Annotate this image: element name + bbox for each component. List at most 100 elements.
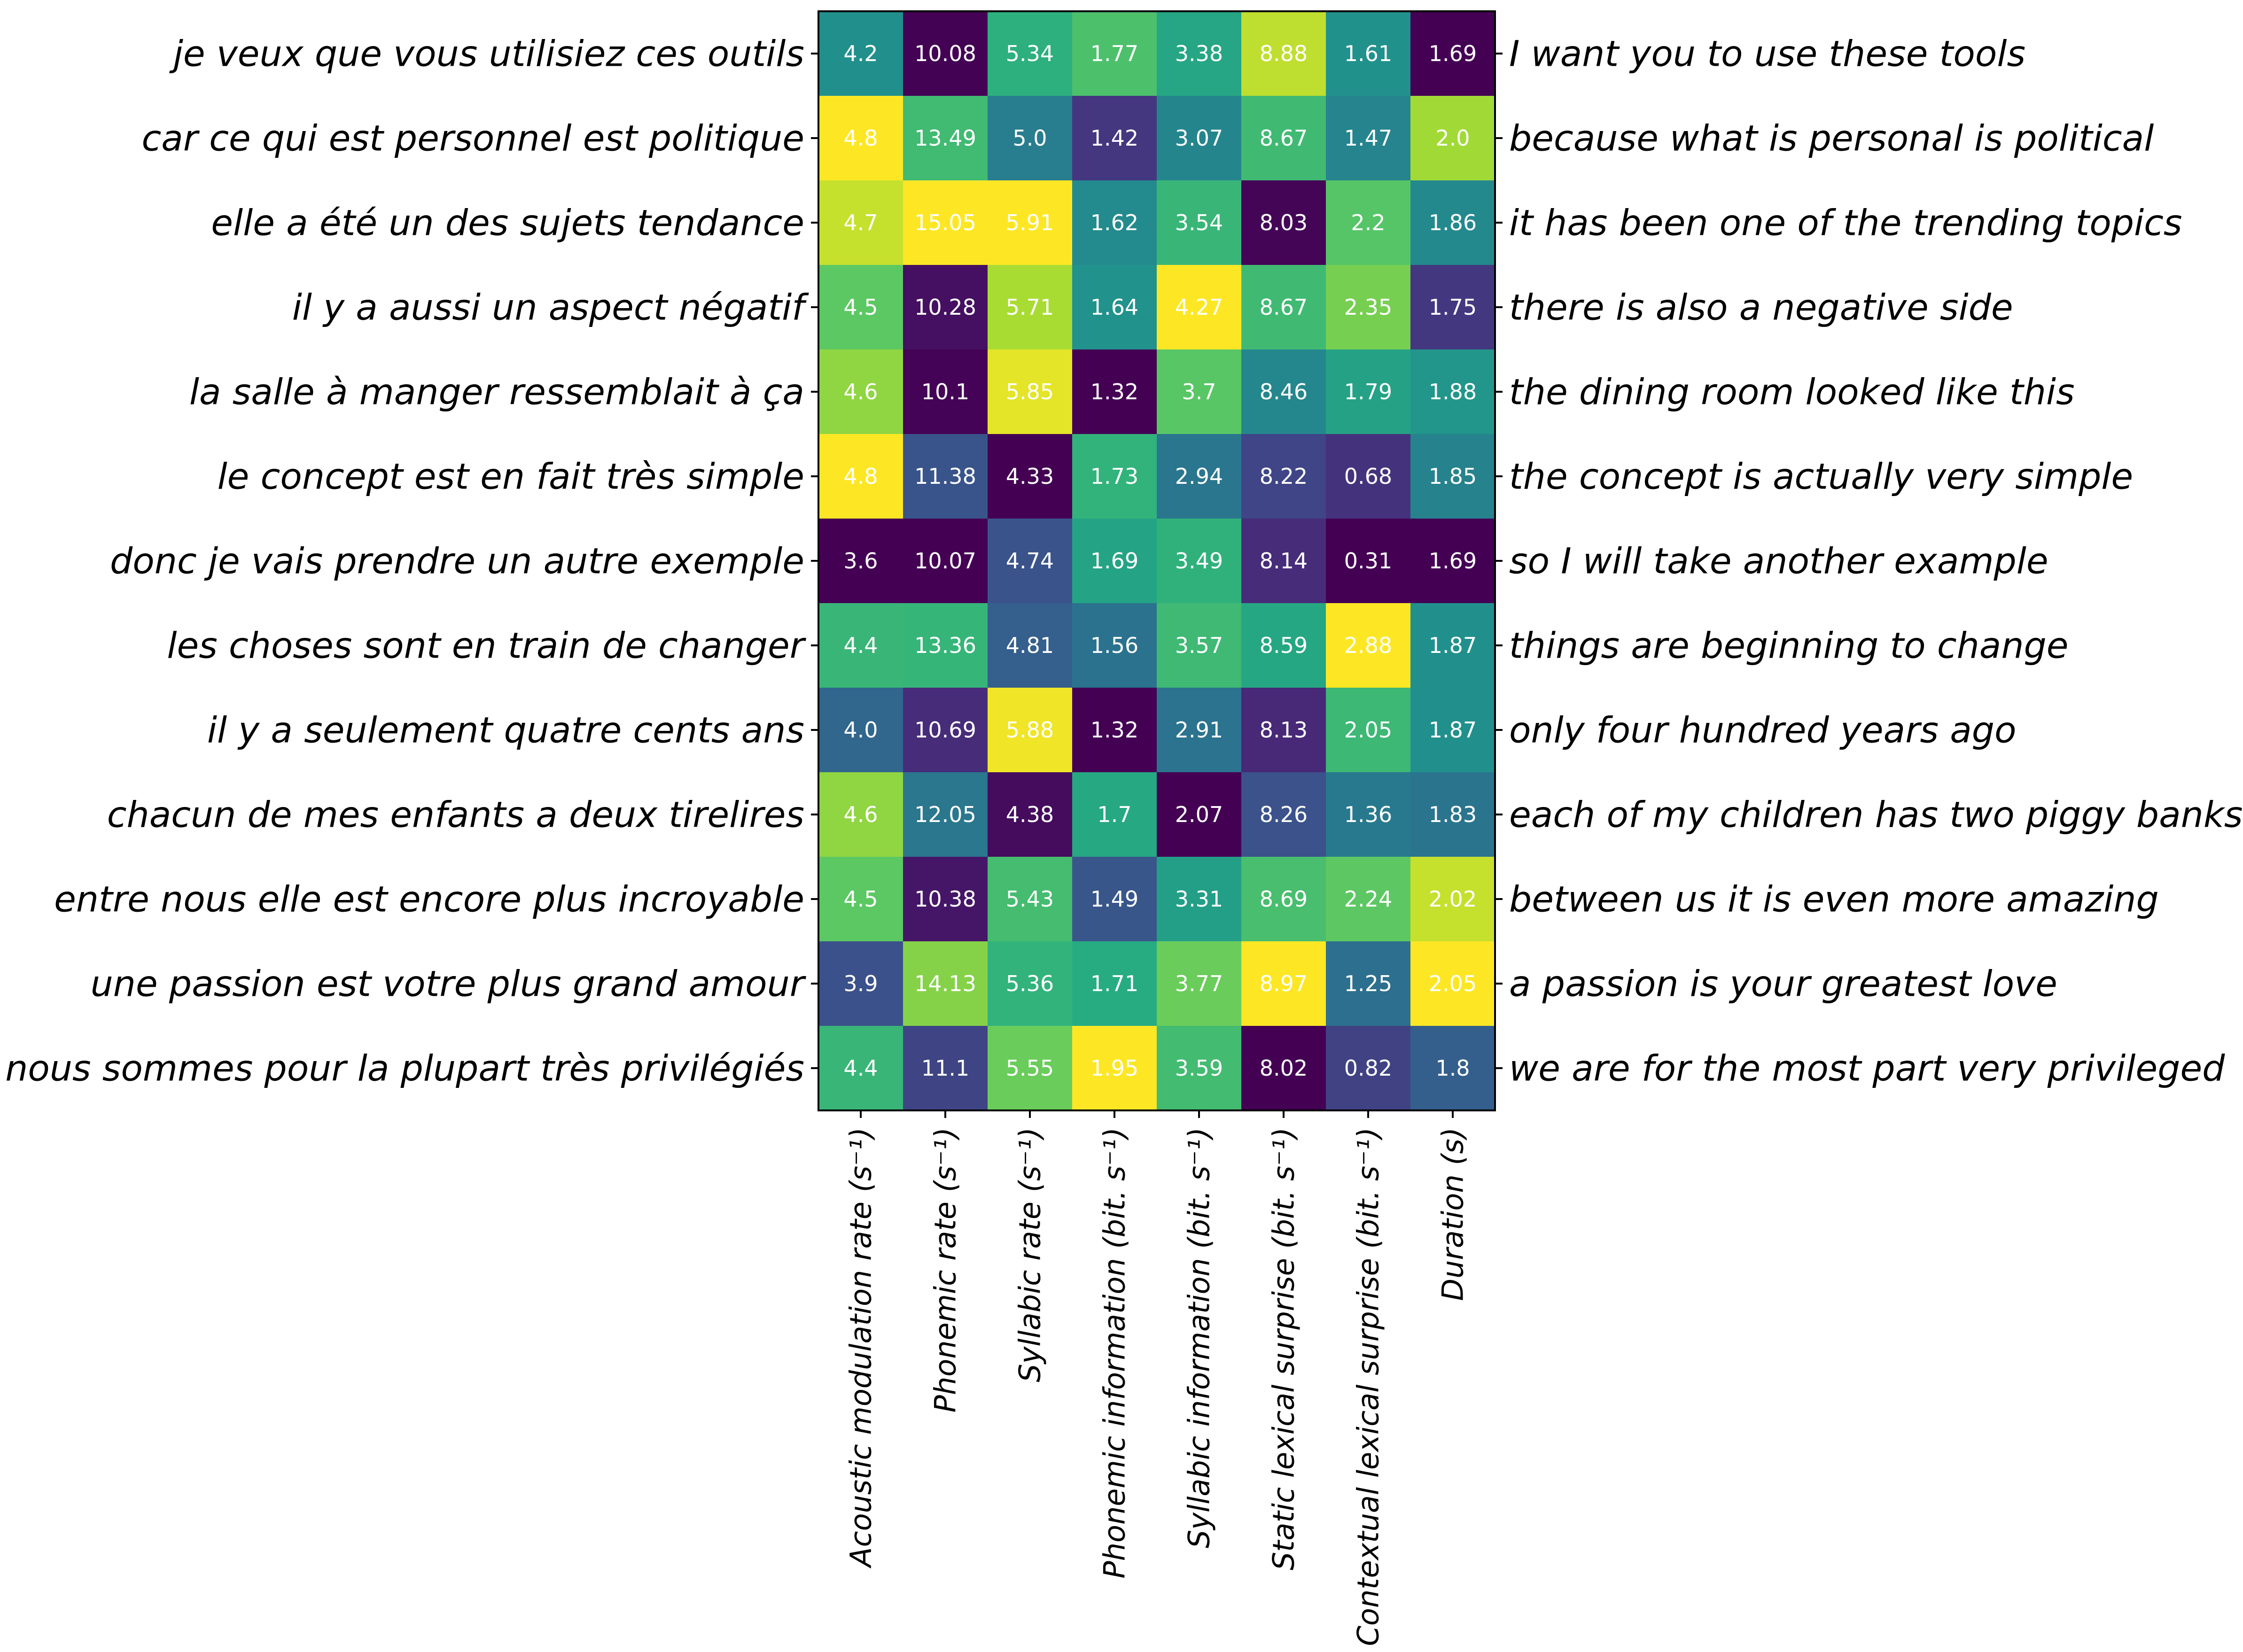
heatmap-cell-r12-c6 — [1241, 941, 1326, 1026]
heatmap-cell-r10-c5 — [1157, 772, 1242, 857]
column-label: Contextual lexical surprise (bit. s⁻¹) — [1351, 1127, 1386, 1646]
heatmap-cell-r8-c1 — [818, 603, 903, 688]
cell-value-label: 4.33 — [1006, 464, 1054, 489]
row-label-french: je veux que vous utilisiez ces outils — [169, 33, 804, 75]
cell-value-label: 4.8 — [843, 464, 878, 489]
cell-value-label: 1.88 — [1429, 379, 1477, 404]
cell-value-label: 1.61 — [1344, 41, 1392, 66]
cell-value-label: 8.03 — [1260, 210, 1308, 235]
heatmap-cell-r7-c7 — [1326, 519, 1411, 604]
column-label: Phonemic rate (s⁻¹) — [928, 1127, 963, 1412]
cell-value-label: 4.74 — [1006, 548, 1054, 574]
cell-value-label: 1.7 — [1097, 802, 1131, 827]
heatmap-cell-r4-c8 — [1410, 265, 1495, 350]
cell-value-label: 2.05 — [1429, 971, 1477, 996]
heatmap-cell-r12-c4 — [1072, 941, 1157, 1026]
cell-value-label: 3.6 — [843, 548, 878, 574]
cell-value-label: 11.1 — [921, 1055, 969, 1081]
row-label-english: there is also a negative side — [1509, 287, 2013, 328]
heatmap-cell-r13-c8 — [1410, 1026, 1495, 1111]
right-row-labels: I want you to use these tools because wha… — [1509, 33, 2243, 1089]
heatmap-cell-r5-c6 — [1241, 349, 1326, 434]
cell-value-label: 1.85 — [1429, 464, 1477, 489]
cell-value-label: 2.2 — [1351, 210, 1385, 235]
cell-value-label: 5.34 — [1006, 41, 1054, 66]
heatmap-cell-r8-c8 — [1410, 603, 1495, 688]
heatmap-cell-r10-c1 — [818, 772, 903, 857]
cell-value-labels: 4.2 10.08 5.34 1.77 3.38 8.88 1.61 1.694.8 13.49… — [843, 41, 1477, 1081]
cell-value-label: 12.05 — [914, 802, 976, 827]
row-label-french: il y a seulement quatre cents ans — [207, 709, 804, 751]
heatmap-cell-r1-c1 — [818, 11, 903, 96]
heatmap-cell-r9-c8 — [1410, 688, 1495, 773]
cell-value-label: 2.94 — [1175, 464, 1223, 489]
cell-value-label: 1.95 — [1090, 1055, 1138, 1081]
heatmap-cell-r5-c1 — [818, 349, 903, 434]
cell-value-label: 10.28 — [914, 295, 976, 320]
heatmap-cell-r12-c7 — [1326, 941, 1411, 1026]
column-label: Syllabic rate (s⁻¹) — [1013, 1127, 1047, 1382]
cell-value-label: 2.24 — [1344, 886, 1392, 912]
cell-value-label: 4.38 — [1006, 802, 1054, 827]
heatmap-cell-r7-c6 — [1241, 519, 1326, 604]
cell-value-label: 10.07 — [914, 548, 976, 574]
cell-value-label: 2.88 — [1344, 633, 1392, 658]
cell-value-label: 1.32 — [1090, 717, 1138, 743]
heatmap-cell-r8-c6 — [1241, 603, 1326, 688]
heatmap-cell-r13-c2 — [903, 1026, 988, 1111]
row-label-english: because what is personal is political — [1509, 117, 2154, 159]
heatmap-cell-r1-c7 — [1326, 11, 1411, 96]
cell-value-label: 1.87 — [1429, 633, 1477, 658]
cell-value-label: 1.77 — [1090, 41, 1138, 66]
row-label-english: the dining room looked like this — [1509, 371, 2075, 413]
heatmap-cell-r3-c8 — [1410, 180, 1495, 265]
heatmap-cell-r3-c6 — [1241, 180, 1326, 265]
cell-value-label: 1.69 — [1090, 548, 1138, 574]
row-label-english: between us it is even more amazing — [1509, 878, 2159, 920]
heatmap-cell-r8-c4 — [1072, 603, 1157, 688]
heatmap-cell-r11-c2 — [903, 857, 988, 942]
cell-value-label: 1.62 — [1090, 210, 1138, 235]
heatmap-cell-r12-c5 — [1157, 941, 1242, 1026]
heatmap-cell-r6-c7 — [1326, 434, 1411, 519]
heatmap-cell-r9-c1 — [818, 688, 903, 773]
cell-value-label: 0.68 — [1344, 464, 1392, 489]
cell-value-label: 1.83 — [1429, 802, 1477, 827]
cell-value-label: 8.97 — [1260, 971, 1308, 996]
row-label-french: nous sommes pour la plupart très privilé… — [5, 1047, 804, 1089]
row-label-french: chacun de mes enfants a deux tirelires — [107, 794, 804, 836]
cell-value-label: 15.05 — [914, 210, 976, 235]
row-label-french: une passion est votre plus grand amour — [91, 963, 807, 1005]
heatmap-cell-r5-c3 — [988, 349, 1073, 434]
heatmap-cell-r2-c2 — [903, 96, 988, 181]
heatmap-cell-r6-c4 — [1072, 434, 1157, 519]
cell-value-label: 2.0 — [1435, 125, 1470, 151]
heatmap-cell-r5-c8 — [1410, 349, 1495, 434]
cell-value-label: 3.77 — [1175, 971, 1223, 996]
heatmap-cell-r1-c2 — [903, 11, 988, 96]
heatmap-cell-r11-c8 — [1410, 857, 1495, 942]
cell-value-label: 10.08 — [914, 41, 976, 66]
heatmap-cell-r5-c7 — [1326, 349, 1411, 434]
row-label-french: les choses sont en train de changer — [167, 625, 806, 667]
row-label-french: la salle à manger ressemblait à ça — [189, 371, 804, 413]
cell-value-label: 1.25 — [1344, 971, 1392, 996]
row-label-english: we are for the most part very privileged — [1509, 1047, 2225, 1089]
column-label: Duration (s) — [1436, 1127, 1470, 1301]
cell-value-label: 3.49 — [1175, 548, 1223, 574]
heatmap-cell-r8-c5 — [1157, 603, 1242, 688]
row-label-english: so I will take another example — [1509, 540, 2048, 582]
cell-value-label: 3.07 — [1175, 125, 1223, 151]
heatmap-cell-r3-c1 — [818, 180, 903, 265]
cell-value-label: 3.59 — [1175, 1055, 1223, 1081]
row-label-french: il y a aussi un aspect négatif — [292, 287, 810, 328]
cell-value-label: 2.91 — [1175, 717, 1223, 743]
row-label-french: elle a été un des sujets tendance — [211, 202, 804, 244]
cell-value-label: 8.22 — [1260, 464, 1308, 489]
cell-value-label: 3.31 — [1175, 886, 1223, 912]
heatmap-cell-r8-c2 — [903, 603, 988, 688]
cell-value-label: 10.38 — [914, 886, 976, 912]
cell-value-label: 4.6 — [843, 802, 878, 827]
cell-value-label: 5.85 — [1006, 379, 1054, 404]
cell-value-label: 1.69 — [1429, 548, 1477, 574]
